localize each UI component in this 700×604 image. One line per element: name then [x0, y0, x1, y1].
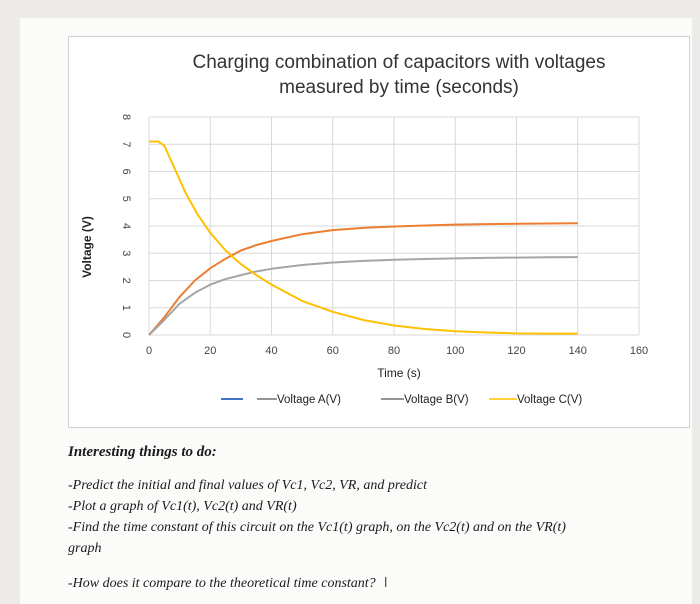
y-axis-title: Voltage (V)	[80, 216, 94, 278]
y-tick-label: 0	[120, 332, 132, 338]
legend-label-a: Voltage A(V)	[277, 394, 341, 406]
text-cursor-icon: I	[383, 576, 388, 591]
chart-title-line-1: Charging combination of capacitors with …	[193, 52, 606, 73]
notes-line-compare: -How does it compare to the theoretical …	[68, 573, 668, 594]
series-line-1	[148, 222, 578, 336]
y-tick-label: 1	[120, 305, 132, 311]
y-tick-label: 4	[120, 223, 132, 229]
x-tick-label: 160	[630, 345, 648, 357]
series-line-3	[149, 140, 578, 335]
notes-line-predict: -Predict the initial and final values of…	[68, 478, 427, 493]
notes-line-time-constant-cont: graph	[68, 541, 102, 556]
x-tick-label: 20	[204, 345, 216, 357]
x-tick-label: 0	[146, 345, 152, 357]
legend: Voltage A(V) Voltage B(V) Voltage C(V)	[221, 394, 582, 406]
notes-section: Interesting things to do: -Predict the i…	[68, 444, 668, 594]
x-tick-label: 40	[265, 345, 277, 357]
x-tick-label: 100	[446, 345, 464, 357]
legend-label-b: Voltage B(V)	[404, 394, 469, 406]
notes-heading: Interesting things to do:	[68, 444, 217, 460]
y-tick-label: 6	[120, 168, 132, 174]
x-tick-label: 120	[507, 345, 525, 357]
x-tick-label: 80	[388, 345, 400, 357]
series-line-2	[148, 256, 578, 336]
chart-title-line-2: measured by time (seconds)	[279, 77, 519, 98]
y-tick-label: 5	[120, 196, 132, 202]
y-tick-label: 3	[120, 250, 132, 256]
voltage-chart: Charging combination of capacitors with …	[80, 52, 648, 406]
x-tick-label: 60	[327, 345, 339, 357]
y-tick-label: 2	[120, 277, 132, 283]
document-page: Charging combination of capacitors with …	[20, 18, 692, 604]
notes-line-time-constant: -Find the time constant of this circuit …	[68, 520, 566, 535]
notes-line-plot: -Plot a graph of Vc1(t), Vc2(t) and VR(t…	[68, 499, 297, 514]
x-axis-title: Time (s)	[377, 366, 421, 380]
y-tick-label: 7	[120, 141, 132, 147]
legend-label-c: Voltage C(V)	[517, 394, 582, 406]
notes-compare-text: -How does it compare to the theoretical …	[68, 576, 376, 591]
chart-panel: Charging combination of capacitors with …	[68, 36, 690, 428]
x-tick-label: 140	[569, 345, 587, 357]
y-tick-label: 8	[120, 114, 132, 120]
series-lines	[148, 140, 578, 336]
